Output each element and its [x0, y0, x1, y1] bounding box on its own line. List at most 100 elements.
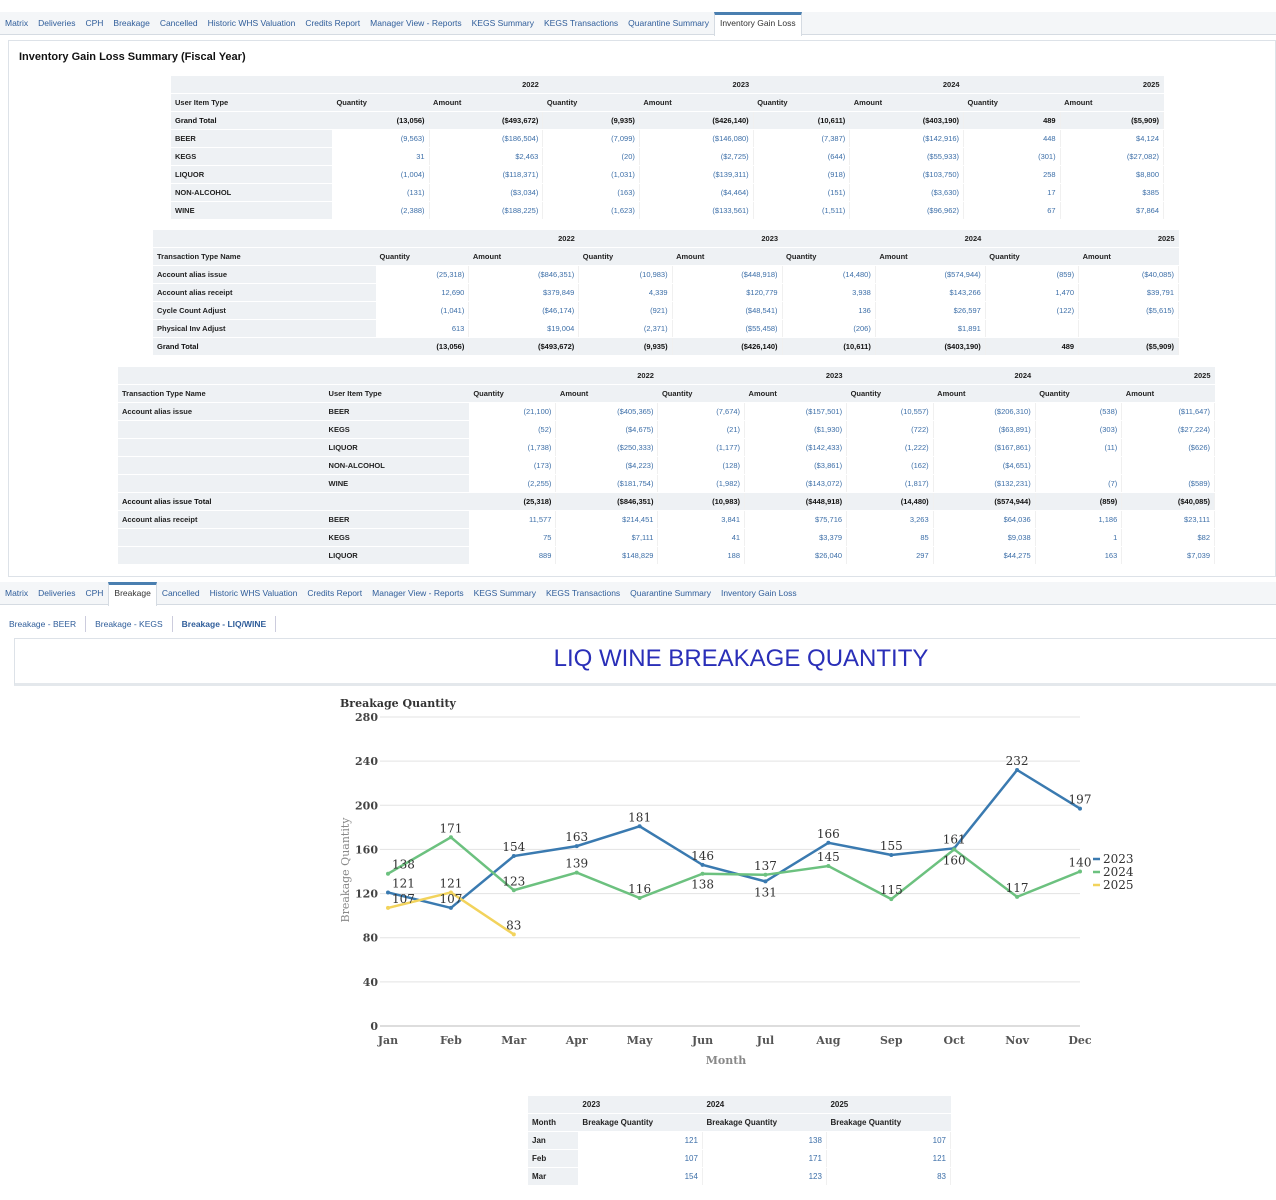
quantity-cell[interactable]: 136: [782, 301, 876, 320]
amount-cell[interactable]: $143,266: [875, 283, 986, 302]
quantity-cell[interactable]: (1,982): [657, 474, 746, 493]
data-point[interactable]: [386, 905, 390, 910]
amount-cell[interactable]: ($40,085): [1078, 265, 1179, 284]
quantity-cell[interactable]: (1,738): [469, 438, 557, 457]
amount-cell[interactable]: ($27,224): [1121, 420, 1215, 439]
tab-matrix[interactable]: Matrix: [5, 588, 29, 598]
quantity-cell[interactable]: (1,177): [657, 438, 746, 457]
quantity-cell[interactable]: (163): [542, 183, 640, 202]
data-point[interactable]: [511, 932, 516, 937]
subtab-breakage-beer[interactable]: Breakage - BEER: [0, 616, 87, 632]
amount-cell[interactable]: $2,463: [429, 147, 544, 166]
amount-cell[interactable]: $3,379: [744, 528, 848, 547]
amount-cell[interactable]: ($11,647): [1121, 402, 1215, 421]
data-point[interactable]: [511, 854, 516, 859]
data-point[interactable]: [637, 895, 642, 900]
subtab-breakage-kegs[interactable]: Breakage - KEGS: [86, 616, 173, 632]
quantity-cell[interactable]: 297: [846, 546, 934, 565]
quantity-cell[interactable]: (2,255): [469, 474, 557, 493]
amount-cell[interactable]: ($3,861): [744, 456, 848, 475]
data-point[interactable]: [763, 879, 768, 884]
quantity-cell[interactable]: (52): [469, 420, 557, 439]
tab-cancelled[interactable]: Cancelled: [161, 588, 200, 598]
amount-cell[interactable]: ($146,080): [639, 129, 754, 148]
amount-cell[interactable]: ($48,541): [672, 301, 783, 320]
quantity-cell[interactable]: (859): [985, 265, 1080, 284]
amount-cell[interactable]: ($142,916): [849, 129, 965, 148]
quantity-cell[interactable]: 3,938: [782, 283, 876, 302]
quantity-cell[interactable]: (20): [542, 147, 640, 166]
data-point[interactable]: [1078, 806, 1082, 811]
amount-cell[interactable]: ($157,501): [744, 402, 848, 421]
quantity-cell[interactable]: (1,511): [753, 201, 851, 220]
amount-cell[interactable]: $64,036: [933, 510, 1036, 529]
tab-matrix[interactable]: Matrix: [5, 18, 29, 28]
amount-cell[interactable]: ($143,072): [744, 474, 848, 493]
tab-deliveries[interactable]: Deliveries: [38, 588, 76, 598]
quantity-cell[interactable]: 12,690: [375, 283, 470, 302]
amount-cell[interactable]: ($181,754): [555, 474, 659, 493]
breakage-quantity-cell[interactable]: 121: [826, 1149, 952, 1168]
amount-cell[interactable]: ($2,725): [639, 147, 754, 166]
quantity-cell[interactable]: 4,339: [578, 283, 673, 302]
data-point[interactable]: [826, 840, 831, 845]
amount-cell[interactable]: $75,716: [744, 510, 848, 529]
quantity-cell[interactable]: 1,470: [985, 283, 1080, 302]
tab-quarantine-summary[interactable]: Quarantine Summary: [628, 18, 709, 28]
quantity-cell[interactable]: 3,841: [657, 510, 746, 529]
quantity-cell[interactable]: (644): [753, 147, 851, 166]
data-point[interactable]: [386, 871, 390, 876]
tab-kegs-transactions[interactable]: KEGS Transactions: [544, 18, 619, 28]
quantity-cell[interactable]: 1,186: [1035, 510, 1123, 529]
data-point[interactable]: [637, 824, 642, 829]
amount-cell[interactable]: $7,111: [555, 528, 659, 547]
quantity-cell[interactable]: (14,480): [782, 265, 876, 284]
quantity-cell[interactable]: 85: [846, 528, 934, 547]
quantity-cell[interactable]: 41: [657, 528, 746, 547]
quantity-cell[interactable]: (2,388): [332, 201, 430, 220]
tab-inventory-gain-loss[interactable]: Inventory Gain Loss: [713, 12, 802, 36]
quantity-cell[interactable]: 613: [375, 319, 470, 338]
quantity-cell[interactable]: 3,263: [846, 510, 934, 529]
data-point[interactable]: [574, 870, 579, 875]
breakage-quantity-cell[interactable]: 171: [702, 1149, 827, 1168]
quantity-cell[interactable]: (206): [782, 319, 876, 338]
amount-cell[interactable]: $26,040: [744, 546, 848, 565]
amount-cell[interactable]: $39,791: [1078, 283, 1179, 302]
tab-breakage[interactable]: Breakage: [113, 18, 150, 28]
breakage-quantity-cell[interactable]: 154: [578, 1167, 703, 1186]
amount-cell[interactable]: $44,275: [933, 546, 1036, 565]
data-point[interactable]: [700, 871, 705, 876]
data-point[interactable]: [448, 905, 453, 910]
quantity-cell[interactable]: (7,099): [542, 129, 640, 148]
amount-cell[interactable]: $120,779: [672, 283, 783, 302]
amount-cell[interactable]: ($186,504): [429, 129, 544, 148]
data-point[interactable]: [574, 844, 579, 849]
tab-breakage[interactable]: Breakage: [108, 582, 157, 606]
amount-cell[interactable]: ($55,458): [672, 319, 783, 338]
amount-cell[interactable]: ($574,944): [875, 265, 986, 284]
quantity-cell[interactable]: 448: [963, 129, 1061, 148]
amount-cell[interactable]: ($63,891): [933, 420, 1036, 439]
quantity-cell[interactable]: (2,371): [578, 319, 673, 338]
data-point[interactable]: [763, 872, 768, 877]
amount-cell[interactable]: ($405,365): [555, 402, 659, 421]
data-point[interactable]: [386, 890, 390, 895]
quantity-cell[interactable]: (151): [753, 183, 851, 202]
data-point[interactable]: [1078, 869, 1082, 874]
quantity-cell[interactable]: (21,100): [469, 402, 557, 421]
tab-quarantine-summary[interactable]: Quarantine Summary: [630, 588, 711, 598]
tab-kegs-transactions[interactable]: KEGS Transactions: [546, 588, 621, 598]
quantity-cell[interactable]: (303): [1035, 420, 1123, 439]
amount-cell[interactable]: ($188,225): [429, 201, 544, 220]
amount-cell[interactable]: ($4,223): [555, 456, 659, 475]
quantity-cell[interactable]: (918): [753, 165, 851, 184]
quantity-cell[interactable]: (21): [657, 420, 746, 439]
quantity-cell[interactable]: (1,817): [846, 474, 934, 493]
amount-cell[interactable]: ($206,310): [933, 402, 1036, 421]
tab-cph[interactable]: CPH: [85, 18, 104, 28]
quantity-cell[interactable]: (9,563): [332, 129, 430, 148]
breakage-quantity-cell[interactable]: 107: [826, 1131, 952, 1150]
subtab-breakage-liq-wine[interactable]: Breakage - LIQ/WINE: [173, 616, 277, 632]
amount-cell[interactable]: $7,864: [1060, 201, 1165, 220]
